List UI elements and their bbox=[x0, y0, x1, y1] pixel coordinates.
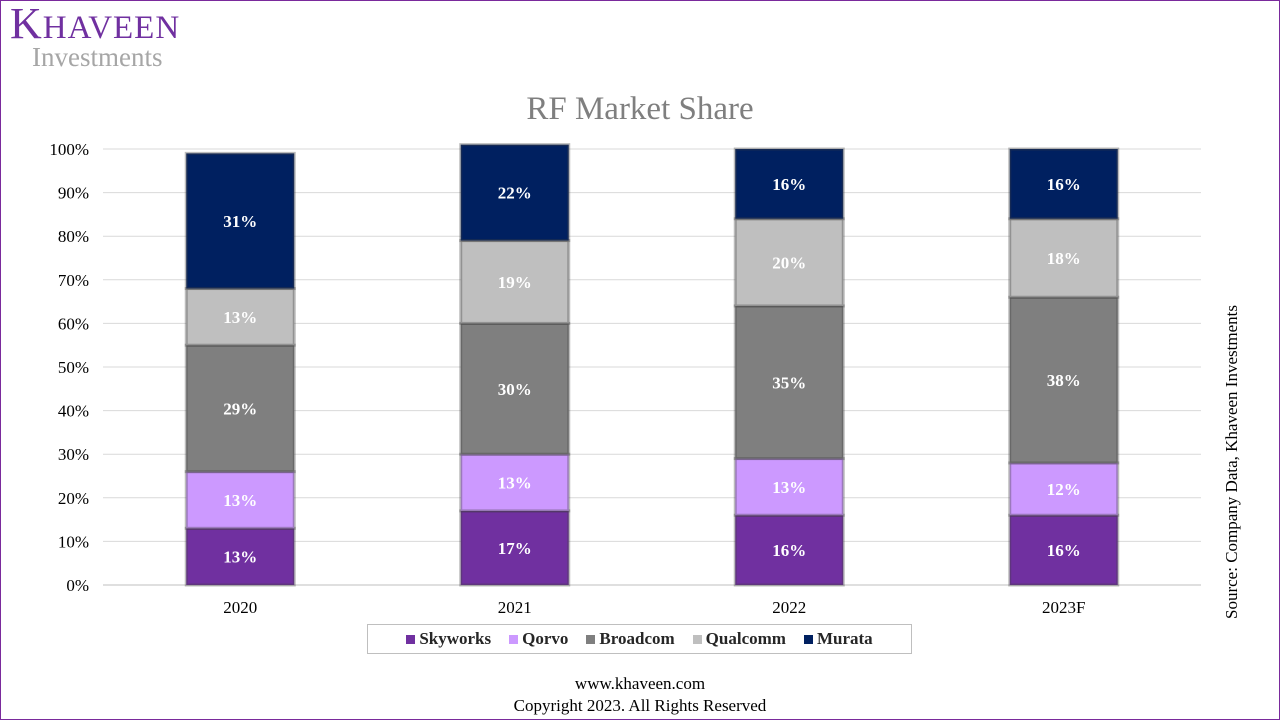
data-label: 19% bbox=[498, 273, 532, 292]
legend-label: Murata bbox=[816, 629, 873, 648]
data-label: 16% bbox=[772, 541, 806, 560]
legend-swatch bbox=[406, 634, 416, 644]
x-tick-label: 2021 bbox=[498, 598, 532, 617]
data-label: 13% bbox=[772, 478, 806, 497]
bar-segment-broadcom-2023f bbox=[1008, 295, 1120, 465]
bar-segment-skyworks-2023f bbox=[1008, 513, 1120, 587]
bar-segment-murata-2023f bbox=[1008, 147, 1120, 221]
data-label: 12% bbox=[1047, 480, 1081, 499]
data-label: 22% bbox=[498, 184, 532, 203]
legend-label: Qualcomm bbox=[705, 629, 786, 648]
bar-segment-skyworks-2021 bbox=[459, 509, 571, 587]
bar-segment-skyworks-2022 bbox=[733, 513, 845, 587]
data-label: 29% bbox=[223, 399, 257, 418]
data-label: 31% bbox=[223, 212, 257, 231]
legend-item-qualcomm: Qualcomm bbox=[692, 629, 786, 649]
legend-item-broadcom: Broadcom bbox=[586, 629, 675, 649]
bar-segment-murata-2021 bbox=[459, 143, 571, 243]
legend-label: Qorvo bbox=[522, 629, 569, 648]
y-tick-label: 40% bbox=[58, 402, 89, 421]
x-tick-label: 2022 bbox=[772, 598, 806, 617]
bar-segment-skyworks-2020 bbox=[184, 526, 296, 587]
footer-url: www.khaveen.com bbox=[574, 674, 706, 693]
chart-legend: Skyworks Qorvo Broadcom Qualcomm Murata bbox=[367, 624, 912, 654]
legend-swatch bbox=[509, 634, 519, 644]
legend-item-murata: Murata bbox=[803, 629, 873, 649]
data-label: 13% bbox=[223, 491, 257, 510]
data-label: 13% bbox=[223, 548, 257, 567]
data-label: 13% bbox=[498, 474, 532, 493]
y-tick-label: 70% bbox=[58, 271, 89, 290]
data-label: 16% bbox=[772, 175, 806, 194]
y-tick-label: 30% bbox=[58, 445, 89, 464]
bar-segment-qorvo-2022 bbox=[733, 457, 845, 517]
data-label: 17% bbox=[498, 539, 532, 558]
data-label: 16% bbox=[1047, 541, 1081, 560]
source-note: Source: Company Data, Khaveen Investment… bbox=[1222, 305, 1241, 619]
data-label: 13% bbox=[223, 308, 257, 327]
legend-swatch bbox=[692, 634, 702, 644]
y-tick-label: 50% bbox=[58, 358, 89, 377]
y-tick-label: 10% bbox=[58, 532, 89, 551]
bar-segment-qorvo-2021 bbox=[459, 452, 571, 513]
bar-segment-broadcom-2020 bbox=[184, 343, 296, 474]
y-tick-label: 60% bbox=[58, 314, 89, 333]
brand-logo: KHAVEEN bbox=[10, 0, 181, 48]
y-tick-label: 90% bbox=[58, 184, 89, 203]
y-tick-label: 100% bbox=[49, 140, 89, 159]
chart-title: RF Market Share bbox=[526, 91, 754, 127]
y-tick-label: 80% bbox=[58, 227, 89, 246]
legend-label: Skyworks bbox=[419, 629, 492, 648]
bar-segment-qualcomm-2021 bbox=[459, 239, 571, 325]
legend-label: Broadcom bbox=[599, 629, 675, 648]
footer-copyright: Copyright 2023. All Rights Reserved bbox=[513, 696, 767, 715]
bar-segment-murata-2020 bbox=[184, 151, 296, 291]
bar-segment-qualcomm-2023f bbox=[1008, 217, 1120, 299]
bar-segment-qorvo-2020 bbox=[184, 470, 296, 530]
bar-segment-murata-2022 bbox=[733, 147, 845, 221]
x-tick-label: 2020 bbox=[223, 598, 257, 617]
bar-segment-qualcomm-2020 bbox=[184, 287, 296, 347]
y-tick-label: 20% bbox=[58, 489, 89, 508]
bar-segment-qorvo-2023f bbox=[1008, 461, 1120, 517]
legend-item-qorvo: Qorvo bbox=[509, 629, 568, 649]
brand-subtitle: Investments bbox=[32, 42, 163, 72]
x-tick-label: 2023F bbox=[1042, 598, 1085, 617]
legend-swatch bbox=[586, 634, 596, 644]
bar-segment-broadcom-2021 bbox=[459, 321, 571, 456]
data-label: 38% bbox=[1047, 371, 1081, 390]
legend-item-skyworks: Skyworks bbox=[406, 629, 491, 649]
data-label: 35% bbox=[772, 373, 806, 392]
data-label: 16% bbox=[1047, 175, 1081, 194]
bar-segment-broadcom-2022 bbox=[733, 304, 845, 461]
data-label: 30% bbox=[498, 380, 532, 399]
legend-swatch bbox=[803, 634, 813, 644]
data-label: 18% bbox=[1047, 249, 1081, 268]
y-tick-label: 0% bbox=[66, 576, 89, 595]
bar-segment-qualcomm-2022 bbox=[733, 217, 845, 308]
data-label: 20% bbox=[772, 253, 806, 272]
